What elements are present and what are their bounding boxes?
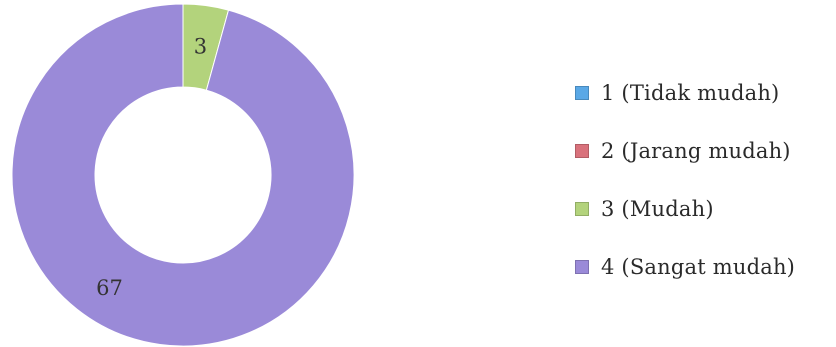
slice-labels: 3 67 xyxy=(96,35,207,301)
donut-slices xyxy=(11,3,355,347)
legend-label: 3 (Mudah) xyxy=(601,197,714,221)
slice-data-label: 67 xyxy=(96,276,123,300)
legend-label: 4 (Sangat mudah) xyxy=(601,255,796,279)
legend-item-jarang-mudah: 2 (Jarang mudah) xyxy=(575,136,836,166)
legend-item-mudah: 3 (Mudah) xyxy=(575,194,836,224)
slice-data-label: 3 xyxy=(194,35,207,59)
legend-swatch xyxy=(575,260,589,274)
legend-item-sangat-mudah: 4 (Sangat mudah) xyxy=(575,252,836,282)
legend-item-tidak-mudah: 1 (Tidak mudah) xyxy=(575,78,836,108)
legend-swatch xyxy=(575,202,589,216)
donut-chart-svg: 3 67 xyxy=(11,3,355,347)
legend-swatch xyxy=(575,144,589,158)
legend-label: 1 (Tidak mudah) xyxy=(601,81,780,105)
legend-label: 2 (Jarang mudah) xyxy=(601,139,791,163)
legend: 1 (Tidak mudah) 2 (Jarang mudah) 3 (Muda… xyxy=(575,78,836,282)
donut-slice xyxy=(11,3,355,347)
legend-swatch xyxy=(575,86,589,100)
